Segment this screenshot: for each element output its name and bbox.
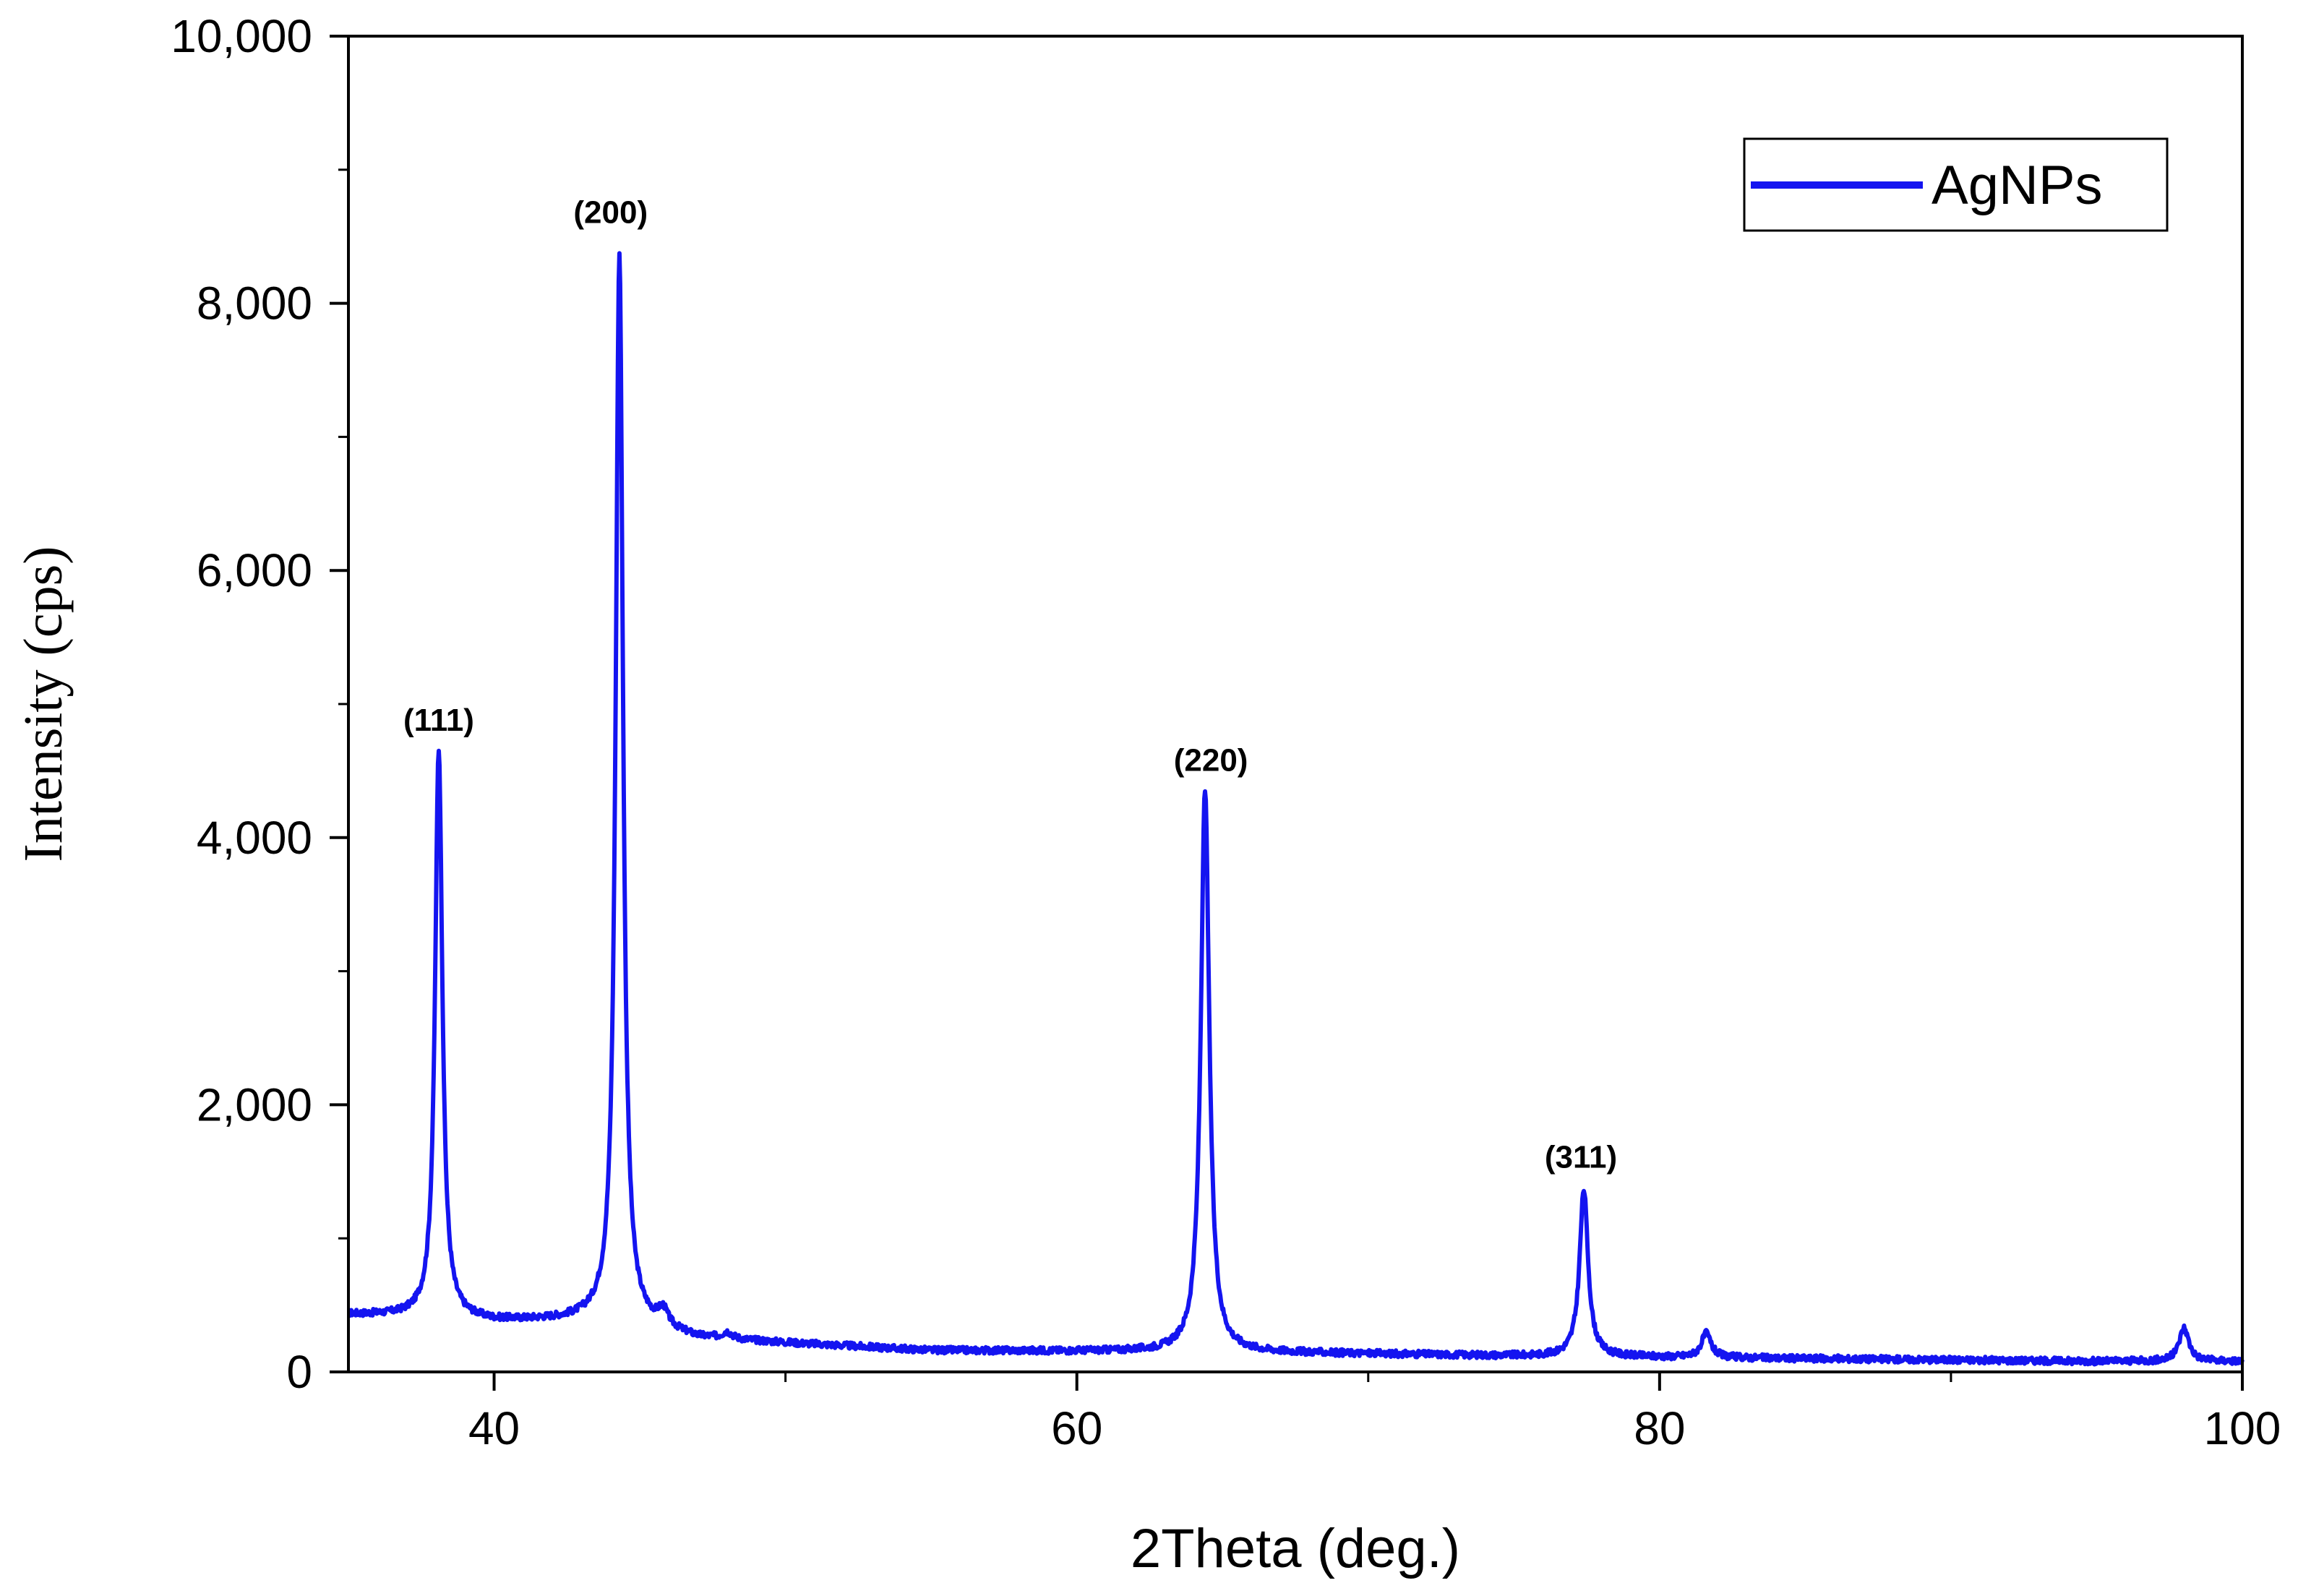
x-tick-label: 40 <box>468 1402 520 1454</box>
peak-label: (220) <box>1174 742 1248 778</box>
y-tick-label: 0 <box>286 1346 312 1398</box>
y-tick-label: 4,000 <box>197 812 312 864</box>
spectrum-layer <box>347 251 2245 1367</box>
x-tick-label: 80 <box>1634 1402 1685 1454</box>
legend-box <box>1743 137 2169 232</box>
peak-label: (200) <box>573 195 648 231</box>
legend-entry-agnps: AgNPs <box>1932 155 2103 216</box>
legend: AgNPs <box>1743 137 2169 232</box>
y-tick-label: 10,000 <box>171 10 312 62</box>
plot-frame <box>347 35 2244 1373</box>
peak-annotations: (111) (200) (220) (311) <box>403 195 1617 1175</box>
x-tick-label: 60 <box>1051 1402 1102 1454</box>
x-axis-ticks: 40 60 80 100 <box>468 1372 2281 1454</box>
peak-label: (111) <box>403 703 474 738</box>
x-axis-title: 2Theta (deg.) <box>1131 1518 1460 1579</box>
y-axis-title: Intensity (cps) <box>13 546 74 862</box>
series-line-agnps <box>347 251 2245 1367</box>
x-tick-label: 100 <box>2204 1402 2281 1454</box>
y-axis-ticks: 0 2,000 4,000 6,000 8,000 10,000 <box>171 10 348 1398</box>
y-tick-label: 6,000 <box>197 544 312 596</box>
peak-label: (311) <box>1545 1139 1617 1175</box>
y-tick-label: 2,000 <box>197 1078 312 1130</box>
y-tick-label: 8,000 <box>197 278 312 330</box>
